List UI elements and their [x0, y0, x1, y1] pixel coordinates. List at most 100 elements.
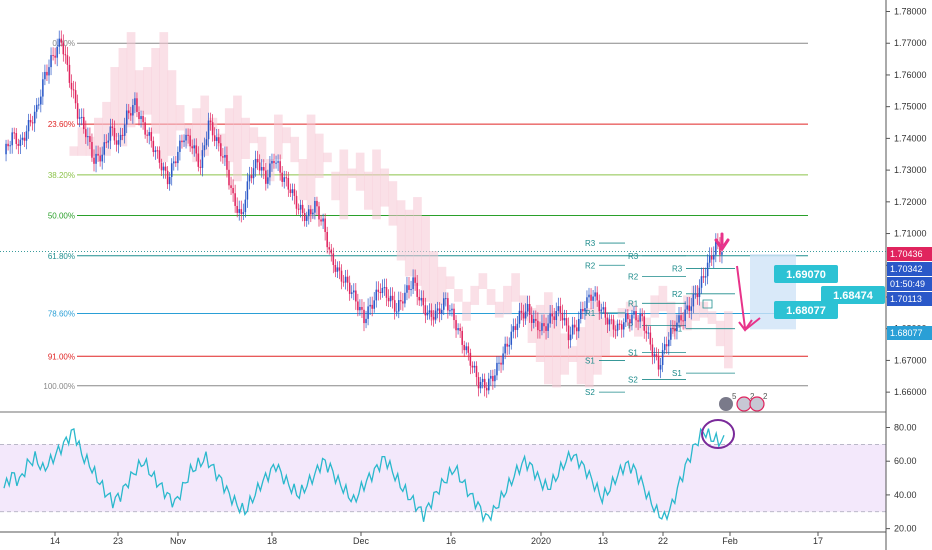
price-tick-label: 1.72000: [894, 197, 927, 207]
candle-body: [312, 212, 314, 215]
candle-body: [553, 316, 556, 321]
candle-body: [445, 298, 447, 300]
cloud-segment: [380, 168, 390, 207]
candle-body: [193, 145, 196, 149]
candle-body: [275, 162, 277, 164]
candle-body: [256, 158, 259, 163]
candle-body: [113, 128, 116, 141]
candle-body: [719, 245, 721, 255]
candle-body: [238, 209, 241, 213]
candle-body: [228, 169, 230, 186]
cloud-segment: [486, 289, 496, 305]
cloud-segment: [503, 285, 512, 315]
cloud-segment: [421, 216, 430, 302]
candle-body: [606, 317, 609, 325]
cloud-segment: [290, 136, 300, 163]
candle-body: [25, 131, 28, 141]
cloud-segment: [110, 67, 120, 137]
cloud-segment: [314, 133, 324, 179]
fib-level-label: 38.20%: [48, 171, 75, 180]
candle-body: [577, 318, 580, 332]
candle-body: [27, 119, 30, 132]
candle-body: [463, 344, 466, 351]
candle-body: [665, 344, 668, 347]
candle-body: [530, 314, 533, 323]
candle-body: [316, 200, 318, 207]
time-tick-label: 22: [658, 536, 668, 546]
cloud-segment: [126, 32, 136, 128]
candle-body: [199, 166, 202, 168]
candle-body: [160, 162, 163, 171]
candle-body: [715, 241, 717, 255]
candle-body: [586, 297, 588, 309]
price-tick-label: 1.75000: [894, 102, 927, 112]
candle-body: [195, 145, 198, 154]
candle-body: [457, 328, 459, 331]
candle-body: [541, 323, 543, 331]
candle-body: [395, 311, 398, 313]
candle-body: [105, 142, 108, 144]
candle-body: [643, 316, 646, 331]
candle-body: [52, 55, 54, 57]
candle-body: [426, 312, 429, 316]
candle-body: [465, 346, 468, 351]
candle-body: [5, 143, 7, 155]
cloud-segment: [396, 200, 406, 261]
candle-body: [416, 282, 418, 297]
cloud-segment: [666, 301, 676, 337]
candle-body: [95, 153, 97, 164]
candle-body: [230, 185, 232, 188]
pivot-label: R2: [628, 272, 639, 281]
candle-body: [254, 158, 257, 169]
candle-body: [483, 378, 486, 388]
cloud-segment: [249, 127, 259, 144]
candle-body: [447, 298, 449, 311]
fib-level-label: 78.60%: [48, 309, 75, 318]
pivot-label: R3: [628, 252, 639, 261]
candle-body: [571, 324, 574, 335]
candle-body: [627, 313, 629, 320]
candle-body: [498, 362, 500, 364]
candle-body: [522, 312, 525, 319]
candle-body: [136, 98, 138, 113]
candle-body: [514, 326, 517, 330]
candle-body: [580, 308, 582, 319]
rsi-highlight-circle: [701, 419, 735, 449]
event-marker-count: 2: [763, 392, 768, 401]
candle-body: [649, 332, 652, 345]
cloud-segment: [347, 168, 357, 179]
candle-body: [639, 313, 641, 322]
candle-body: [340, 270, 343, 282]
candle-body: [140, 116, 142, 120]
time-tick-label: Feb: [722, 536, 738, 546]
cloud-segment: [691, 285, 700, 321]
candle-body: [557, 306, 560, 312]
candle-body: [82, 116, 85, 130]
candle-body: [197, 153, 200, 167]
price-tag-box: [887, 247, 932, 261]
candle-body: [170, 163, 173, 177]
price-tag-text: 01:50:49: [890, 279, 925, 289]
candle-body: [236, 205, 238, 213]
candle-body: [682, 320, 684, 322]
pivot-label: R2: [672, 290, 683, 299]
candle-body: [451, 308, 453, 311]
candle-body: [310, 209, 312, 215]
cloud-segment: [568, 346, 578, 363]
candle-body: [663, 344, 666, 351]
candle-body: [547, 323, 549, 331]
candle-body: [616, 323, 619, 331]
candle-body: [246, 181, 249, 200]
candle-body: [262, 167, 265, 171]
cloud-segment: [134, 70, 144, 112]
candle-body: [618, 323, 621, 325]
candle-body: [220, 143, 222, 157]
candle-body: [29, 119, 32, 123]
candle-body: [23, 137, 26, 141]
candle-body: [526, 303, 529, 312]
candle-body: [234, 193, 236, 206]
cloud-segment: [200, 95, 210, 156]
candle-body: [555, 311, 558, 321]
candle-body: [80, 116, 83, 118]
pivot-label: R3: [672, 264, 683, 273]
